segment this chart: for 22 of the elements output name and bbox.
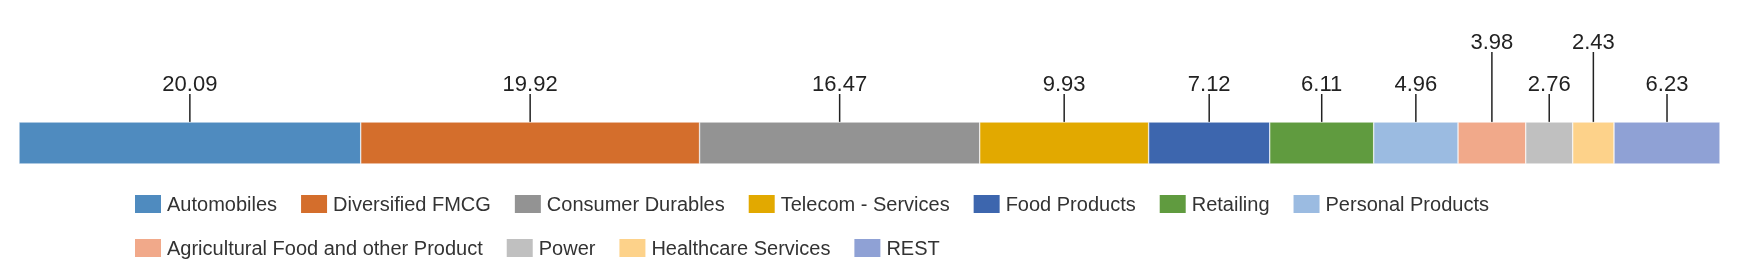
legend-label: Power <box>538 237 596 259</box>
data-label: 19.92 <box>502 70 558 96</box>
data-label: 3.98 <box>1470 28 1514 54</box>
legend-label: Automobiles <box>167 193 278 215</box>
legend-label: REST <box>886 237 940 259</box>
data-label: 2.76 <box>1527 70 1571 96</box>
data-label: 6.11 <box>1301 70 1343 96</box>
legend-label: Retailing <box>1191 193 1270 215</box>
legend-label: Telecom - Services <box>780 193 950 215</box>
legend-label: Consumer Durables <box>546 193 725 215</box>
data-label: 9.93 <box>1042 70 1086 96</box>
legend-label: Agricultural Food and other Product <box>167 237 484 259</box>
data-label: 6.23 <box>1645 70 1689 96</box>
data-label: 4.96 <box>1394 70 1438 96</box>
legend-label: Healthcare Services <box>651 237 831 259</box>
data-label: 20.09 <box>162 70 218 96</box>
legend-label: Personal Products <box>1325 193 1489 215</box>
data-label: 16.47 <box>812 70 868 96</box>
legend-label: Food Products <box>1005 193 1136 215</box>
legend-label: Diversified FMCG <box>333 193 491 215</box>
data-label: 2.43 <box>1571 28 1615 54</box>
data-label: 7.12 <box>1187 70 1231 96</box>
